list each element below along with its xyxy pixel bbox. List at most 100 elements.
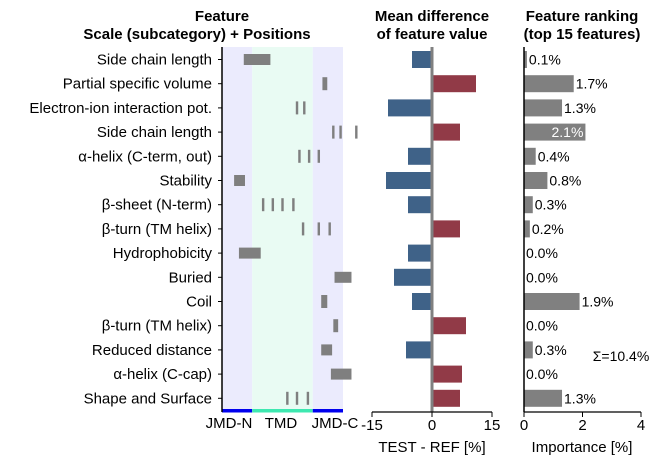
importance-bar	[524, 293, 580, 310]
positions-title-line2: Scale (subcategory) + Positions	[83, 26, 310, 43]
region-bar-tmd	[252, 409, 313, 413]
importance-bar	[524, 99, 563, 117]
position-mark	[321, 344, 333, 356]
mean-difference-bar	[406, 341, 432, 359]
importance-bar	[524, 341, 533, 359]
importance-value-label: 0.1%	[529, 52, 561, 68]
mean-difference-bar	[432, 220, 460, 238]
mean-difference-bar	[412, 293, 432, 310]
region-label-jmd-c: JMD-C	[312, 415, 359, 432]
ranking-tick-label: 4	[637, 417, 645, 434]
importance-value-label: 0.3%	[535, 197, 567, 213]
importance-value-label: 0.8%	[549, 173, 581, 189]
feature-row-label: β-turn (TM helix)	[102, 221, 212, 238]
position-mark	[321, 295, 328, 308]
position-mark	[295, 391, 299, 405]
importance-bar	[524, 51, 527, 68]
mean-difference-panel: -15 0 15 Mean difference of feature value …	[361, 8, 500, 456]
positions-panel: Side chain length Partial specific volume…	[29, 8, 358, 432]
position-mark	[339, 125, 342, 139]
importance-value-label: 1.3%	[564, 390, 596, 406]
position-mark	[307, 149, 311, 163]
mean-difference-bar	[408, 196, 432, 214]
importance-bar	[524, 123, 586, 141]
region-label-tmd: TMD	[265, 415, 298, 432]
feature-row-label: Hydrophobicity	[113, 245, 213, 262]
importance-value-label: 0.0%	[526, 245, 558, 261]
feature-ranking-panel: 0.1% 1.7% 1.3% 2.1% 0.4% 0.8% 0.3% 0.2% 0.0% 0.0%…	[520, 8, 649, 456]
mean-difference-bar	[388, 99, 432, 117]
mean-diff-title-line2: of feature value	[377, 26, 488, 43]
feature-row-label: Partial specific volume	[63, 76, 212, 93]
importance-value-label: 1.3%	[564, 100, 596, 116]
importance-bar	[524, 75, 574, 93]
importance-bar	[524, 147, 536, 165]
ranking-title-line2: (top 15 features)	[524, 26, 641, 43]
ranking-x-label: Importance [%]	[532, 439, 633, 456]
ranking-tick-label: 2	[578, 417, 586, 434]
position-mark	[298, 149, 301, 163]
position-mark	[317, 149, 321, 163]
importance-sum-label: Σ=10.4%	[593, 348, 650, 364]
mean-difference-bar	[386, 172, 432, 189]
mean-diff-tick-label: 0	[428, 417, 436, 434]
ranking-title-line1: Feature ranking	[526, 8, 639, 25]
region-background-jmd-n	[222, 47, 253, 412]
position-mark	[281, 198, 284, 212]
importance-value-label: 0.0%	[526, 269, 558, 285]
importance-value-label: 0.3%	[535, 342, 567, 358]
position-mark	[234, 175, 245, 186]
importance-value-label: 2.1%	[552, 124, 584, 140]
position-mark	[332, 125, 335, 139]
feature-row-label: Reduced distance	[92, 342, 212, 359]
mean-difference-bar	[432, 123, 460, 141]
feature-row-label: Coil	[186, 294, 212, 311]
feature-row-label: Shape and Surface	[84, 390, 212, 407]
importance-value-label: 1.7%	[576, 76, 608, 92]
feature-row-label: Side chain length	[97, 52, 212, 69]
position-mark	[333, 319, 339, 333]
feature-row-label: Side chain length	[97, 124, 212, 141]
mean-difference-bar	[394, 268, 432, 286]
mean-diff-tick-label: -15	[361, 417, 383, 434]
mean-difference-bar	[432, 389, 460, 407]
importance-value-label: 0.0%	[526, 318, 558, 334]
mean-diff-tick-label: 15	[484, 417, 501, 434]
feature-row-label: α-helix (C-cap)	[113, 366, 212, 383]
feature-row-label: α-helix (C-term, out)	[78, 148, 212, 165]
position-mark	[243, 54, 271, 65]
region-bar-jmd-c	[312, 409, 343, 413]
importance-value-label: 0.0%	[526, 366, 558, 382]
feature-row-label: Electron-ion interaction pot.	[29, 100, 212, 117]
mean-difference-bar	[408, 244, 432, 262]
position-mark	[330, 368, 352, 380]
mean-diff-x-label: TEST - REF [%]	[378, 439, 485, 456]
importance-value-label: 0.4%	[538, 148, 570, 164]
position-mark	[322, 77, 328, 91]
feature-row-label: β-sheet (N-term)	[102, 197, 212, 214]
importance-value-label: 1.9%	[582, 294, 614, 310]
position-mark	[334, 271, 352, 283]
position-mark	[303, 101, 306, 115]
region-bar-jmd-n	[222, 409, 253, 413]
region-background-jmd-c	[312, 47, 343, 412]
feature-row-label: Buried	[169, 269, 212, 286]
position-mark	[271, 198, 275, 212]
position-mark	[238, 247, 261, 259]
importance-bar	[524, 196, 533, 214]
importance-bar	[524, 389, 563, 407]
feature-row-label: Stability	[159, 173, 212, 190]
position-mark	[317, 222, 321, 236]
ranking-tick-label: 0	[520, 417, 528, 434]
mean-difference-bar	[432, 365, 462, 383]
importance-bar	[524, 220, 530, 238]
mean-diff-title-line1: Mean difference	[375, 8, 489, 25]
region-label-jmd-n: JMD-N	[206, 415, 253, 432]
position-mark	[286, 391, 289, 405]
positions-title-line1: Feature	[195, 8, 249, 25]
position-mark	[292, 198, 295, 212]
importance-bar	[524, 172, 548, 189]
position-mark	[328, 222, 331, 236]
position-mark	[301, 222, 305, 236]
position-mark	[355, 125, 358, 139]
